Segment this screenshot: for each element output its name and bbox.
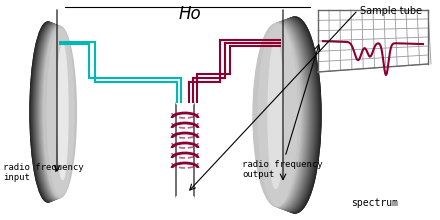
Bar: [176, 102, 194, 198]
Ellipse shape: [33, 23, 68, 201]
Ellipse shape: [264, 19, 315, 211]
Ellipse shape: [255, 23, 303, 207]
Ellipse shape: [40, 26, 74, 198]
Ellipse shape: [44, 27, 77, 197]
Ellipse shape: [269, 17, 321, 213]
Ellipse shape: [259, 21, 308, 209]
Ellipse shape: [265, 19, 315, 211]
Ellipse shape: [266, 18, 317, 212]
Ellipse shape: [30, 22, 66, 202]
Ellipse shape: [257, 22, 305, 208]
Ellipse shape: [176, 195, 194, 201]
Ellipse shape: [256, 23, 304, 207]
Ellipse shape: [268, 17, 320, 213]
Ellipse shape: [30, 22, 66, 202]
Ellipse shape: [267, 18, 318, 212]
Ellipse shape: [38, 25, 72, 199]
Ellipse shape: [57, 44, 68, 180]
Ellipse shape: [33, 23, 69, 201]
Ellipse shape: [40, 25, 73, 199]
Ellipse shape: [261, 20, 311, 210]
Ellipse shape: [43, 26, 76, 198]
Ellipse shape: [254, 23, 302, 207]
Ellipse shape: [35, 24, 70, 200]
Ellipse shape: [176, 98, 194, 106]
Text: spectrum: spectrum: [351, 198, 398, 208]
Ellipse shape: [268, 42, 284, 189]
Ellipse shape: [260, 20, 310, 209]
Ellipse shape: [260, 21, 309, 209]
Text: radio frequency
input: radio frequency input: [3, 163, 84, 182]
Ellipse shape: [42, 26, 75, 198]
Ellipse shape: [258, 24, 297, 206]
Ellipse shape: [253, 24, 300, 206]
Ellipse shape: [262, 20, 312, 210]
Ellipse shape: [264, 19, 314, 211]
Ellipse shape: [269, 17, 321, 213]
Ellipse shape: [254, 24, 301, 207]
Ellipse shape: [32, 22, 67, 202]
Text: Sample tube: Sample tube: [360, 6, 422, 16]
Ellipse shape: [47, 29, 74, 195]
Ellipse shape: [34, 23, 69, 201]
Text: Ho: Ho: [179, 5, 202, 23]
Ellipse shape: [41, 26, 74, 198]
Ellipse shape: [31, 22, 66, 202]
Ellipse shape: [37, 24, 71, 200]
Ellipse shape: [258, 22, 307, 208]
Ellipse shape: [37, 24, 71, 200]
Ellipse shape: [39, 25, 73, 199]
Ellipse shape: [268, 18, 319, 213]
Text: radio frequency
output: radio frequency output: [242, 160, 323, 179]
Ellipse shape: [263, 20, 313, 210]
Ellipse shape: [36, 24, 70, 200]
Ellipse shape: [265, 18, 316, 212]
Ellipse shape: [259, 21, 308, 209]
Ellipse shape: [257, 22, 306, 208]
